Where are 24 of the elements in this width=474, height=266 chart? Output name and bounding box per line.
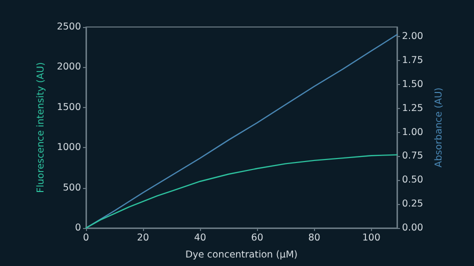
y2-axis-title: Absorbance (AU) <box>434 87 445 168</box>
y2-tick-label: 0.75 <box>402 150 424 162</box>
y2-tick-label: 1.00 <box>402 126 424 138</box>
y2-tick-label: 0.50 <box>402 174 424 186</box>
y2-tick-label: 2.00 <box>402 31 424 42</box>
y2-tick-label: 0.25 <box>402 198 424 210</box>
x-axis-title: Dye concentration (μM) <box>185 250 298 260</box>
x-tick-label: 80 <box>308 232 320 244</box>
y-tick-label: 1500 <box>56 102 81 113</box>
x-tick-label: 100 <box>362 232 380 244</box>
y2-tick-label: 0.00 <box>402 222 424 234</box>
y2-tick-label: 1.75 <box>402 55 424 66</box>
y-tick-label: 1000 <box>56 142 81 154</box>
x-tick-label: 0 <box>82 232 90 244</box>
y-tick-label: 0 <box>74 222 81 234</box>
x-tick-label: 60 <box>251 232 264 244</box>
y2-tick-label: 1.50 <box>402 78 424 90</box>
x-tick-label: 20 <box>137 232 150 244</box>
y2-tick-label: 1.25 <box>402 102 424 114</box>
y-axis-title: Fluorescence intensity (AU) <box>35 62 46 193</box>
x-tick-label: 40 <box>194 232 206 244</box>
y-tick-label: 2000 <box>56 62 81 73</box>
y-tick-label: 500 <box>62 182 81 194</box>
y-tick-label: 2500 <box>56 22 81 32</box>
